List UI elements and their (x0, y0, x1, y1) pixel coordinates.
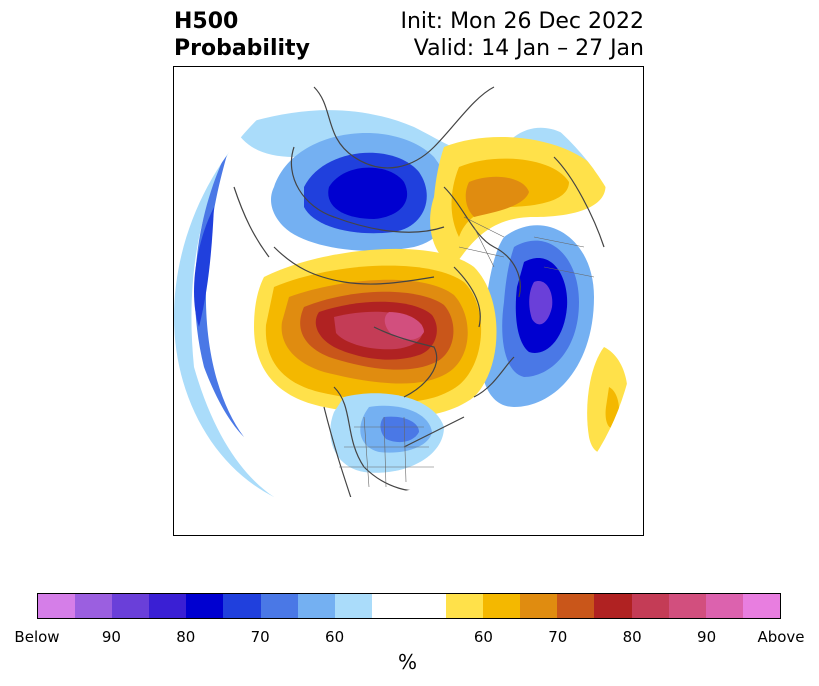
init-label: Init: Mon 26 Dec 2022 (400, 9, 645, 34)
colorbar-segment-18 (705, 594, 743, 618)
colorbar-segment-2 (112, 594, 150, 618)
probability-field (174, 67, 639, 497)
colorbar-segment-19 (742, 594, 780, 618)
colorbar-ticks: Below 90 80 70 60 60 70 80 90 Above (0, 628, 819, 648)
colorbar-segment-5 (223, 594, 261, 618)
colorbar-segment-14 (557, 594, 595, 618)
colorbar-tick-4: 60 (325, 628, 345, 646)
colorbar-segment-7 (297, 594, 335, 618)
colorbar-tick-0: Below (14, 628, 60, 646)
borders (339, 216, 595, 488)
map-panel (173, 66, 644, 536)
colorbar-tick-7: 80 (622, 628, 642, 646)
colorbar-segment-9 (371, 594, 409, 618)
colorbar (37, 593, 781, 619)
chart-title: H500 Probability (174, 8, 310, 62)
colorbar-segment-0 (38, 594, 76, 618)
colorbar-segment-11 (446, 594, 484, 618)
colorbar-segment-3 (149, 594, 187, 618)
colorbar-tick-1: 90 (101, 628, 121, 646)
colorbar-tick-5: 60 (473, 628, 493, 646)
title-line-2: Probability (174, 36, 310, 61)
colorbar-segment-17 (668, 594, 706, 618)
title-line-1: H500 (174, 9, 239, 34)
colorbar-tick-2: 80 (176, 628, 196, 646)
colorbar-segment-10 (408, 594, 447, 618)
colorbar-segment-4 (186, 594, 224, 618)
colorbar-tick-9: Above (757, 628, 805, 646)
colorbar-tick-3: 70 (250, 628, 270, 646)
colorbar-unit: % (398, 650, 418, 674)
colorbar-segment-6 (260, 594, 298, 618)
colorbar-tick-6: 70 (548, 628, 568, 646)
probability-map (174, 67, 639, 497)
colorbar-segment-12 (483, 594, 521, 618)
date-info: Init: Mon 26 Dec 2022 Valid: 14 Jan – 27… (401, 8, 645, 62)
colorbar-segment-8 (334, 594, 372, 618)
colorbar-segment-1 (75, 594, 113, 618)
valid-label: Valid: 14 Jan – 27 Jan (413, 36, 644, 61)
colorbar-segment-16 (631, 594, 669, 618)
colorbar-segment-13 (520, 594, 558, 618)
colorbar-tick-8: 90 (697, 628, 717, 646)
coastlines (233, 86, 605, 497)
colorbar-segment-15 (594, 594, 632, 618)
